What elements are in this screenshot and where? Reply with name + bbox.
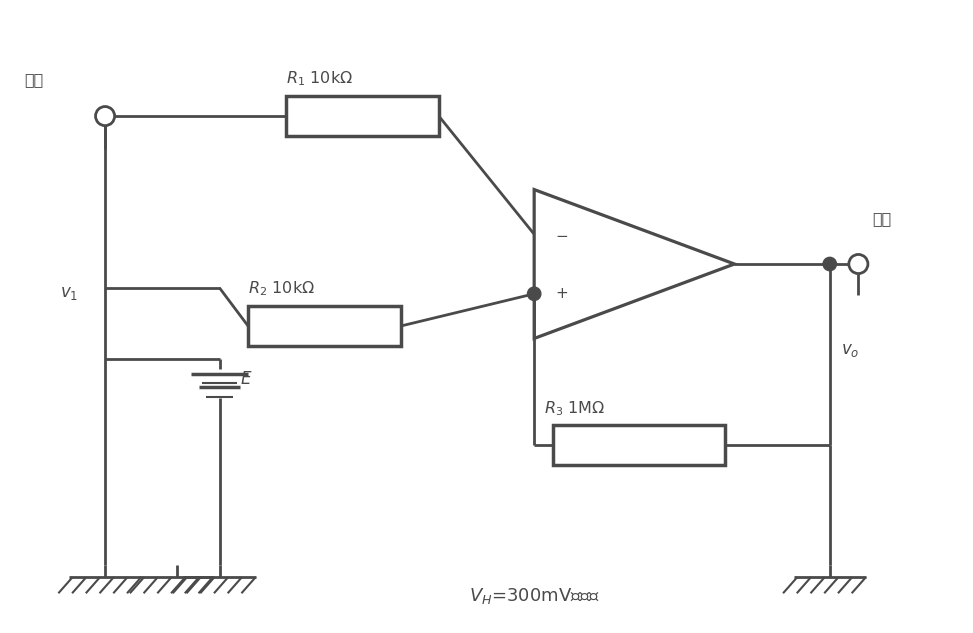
Text: $+$: $+$ [556, 286, 568, 301]
Bar [286, 96, 439, 136]
Text: 输入: 输入 [24, 72, 43, 87]
Text: $v_o$: $v_o$ [842, 341, 859, 359]
Circle shape [848, 254, 868, 273]
Bar [248, 306, 401, 346]
Circle shape [527, 287, 541, 301]
Circle shape [823, 258, 837, 271]
Text: $R_1$ 10k$\Omega$: $R_1$ 10k$\Omega$ [286, 70, 353, 89]
Bar [554, 425, 725, 465]
Text: $R_3$ 1M$\Omega$: $R_3$ 1M$\Omega$ [544, 399, 605, 418]
Text: $-$: $-$ [556, 227, 568, 242]
Text: $v_1$: $v_1$ [60, 284, 79, 302]
Text: 输出: 输出 [873, 211, 892, 226]
Text: $R_2$ 10k$\Omega$: $R_2$ 10k$\Omega$ [248, 280, 315, 298]
Text: $E$: $E$ [240, 370, 253, 387]
Circle shape [95, 106, 115, 125]
Text: $V_H$=300mV的例子: $V_H$=300mV的例子 [469, 586, 599, 606]
